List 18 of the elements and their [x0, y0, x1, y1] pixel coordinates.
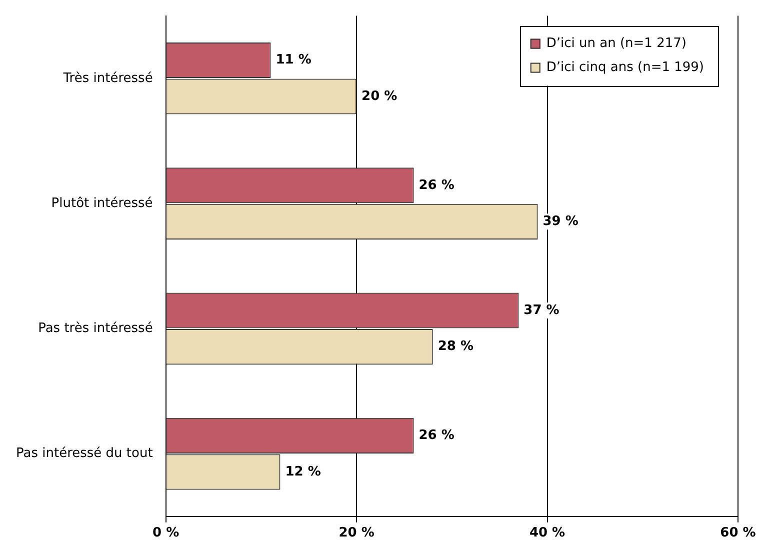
y-tick-label: Très intéressé — [62, 70, 153, 86]
data-label: 28 % — [438, 339, 474, 354]
y-tick-label: Plutôt intéressé — [51, 196, 153, 211]
data-label: 11 % — [276, 52, 312, 68]
legend-label: D’ici un an (n=1 217) — [546, 36, 686, 52]
x-tick-label: 40 % — [529, 526, 566, 541]
x-tick-label: 60 % — [720, 526, 756, 541]
data-label: 37 % — [524, 302, 560, 318]
x-tick-label: 0 % — [152, 526, 180, 541]
y-tick-label: Pas intéressé du tout — [16, 446, 153, 462]
data-label: 12 % — [285, 464, 321, 480]
data-label: 39 % — [542, 214, 578, 230]
data-label: 26 % — [418, 178, 454, 193]
data-label: 20 % — [362, 88, 398, 104]
data-label: 26 % — [418, 428, 454, 444]
legend-label: D’ici cinq ans (n=1 199) — [546, 60, 704, 76]
x-tick-label: 20 % — [338, 526, 374, 541]
y-tick-label: Pas très intéressé — [38, 321, 153, 336]
